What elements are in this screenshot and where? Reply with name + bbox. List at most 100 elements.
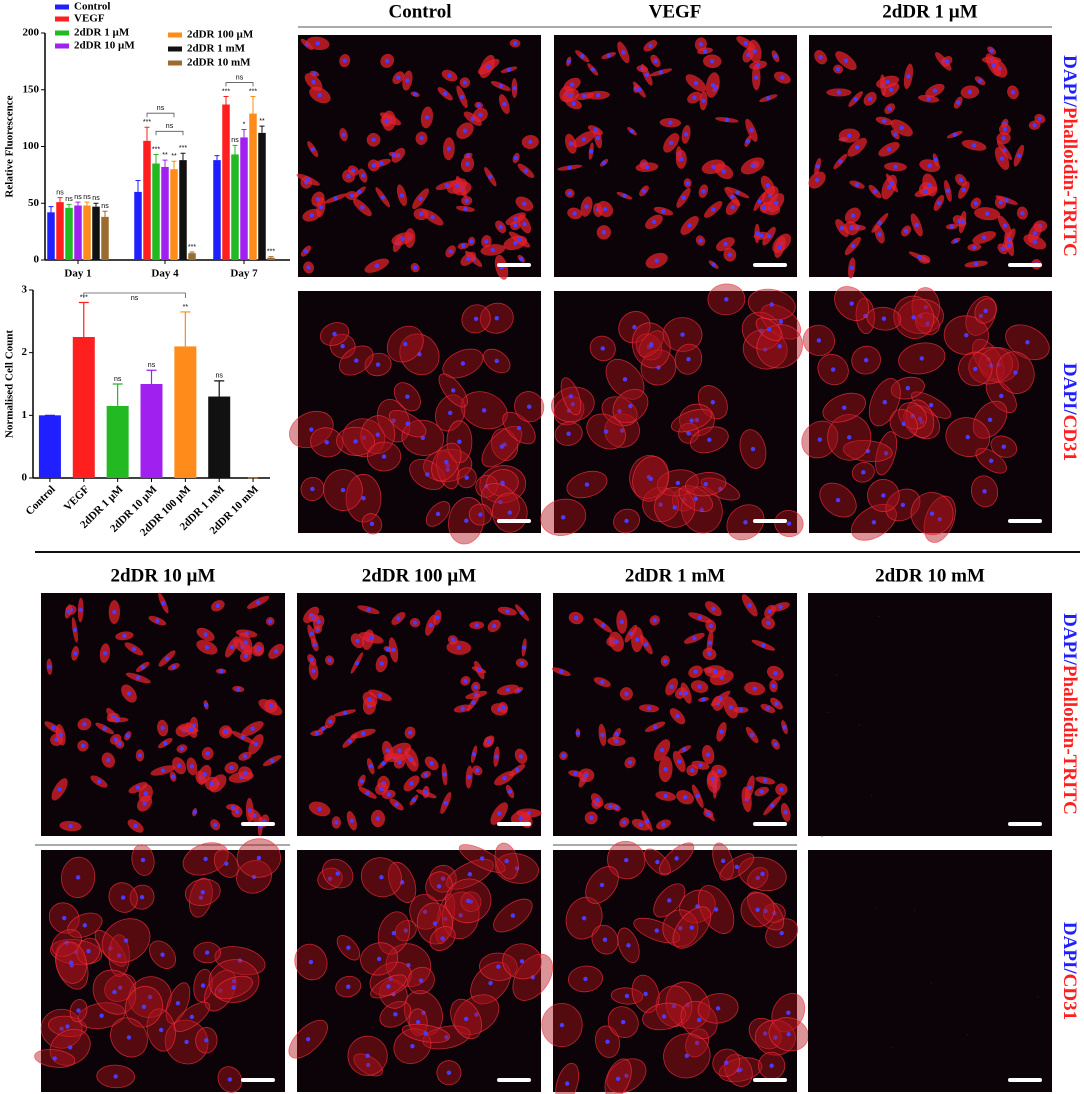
nucleus xyxy=(305,177,311,182)
nucleus xyxy=(773,1035,778,1040)
nucleus xyxy=(342,58,347,63)
micrograph xyxy=(551,593,797,836)
nucleus xyxy=(1037,116,1043,121)
nucleus xyxy=(850,213,856,218)
nucleus xyxy=(836,90,842,95)
nucleus xyxy=(958,177,964,183)
bar xyxy=(170,169,178,260)
nucleus xyxy=(626,943,631,948)
nucleus xyxy=(734,864,740,870)
nucleus xyxy=(369,521,375,527)
nucleus xyxy=(341,132,346,137)
nucleus xyxy=(663,793,668,799)
nucleus xyxy=(499,444,505,449)
nucleus xyxy=(135,785,141,790)
nucleus xyxy=(179,746,185,751)
nucleus xyxy=(519,610,525,615)
nucleus xyxy=(231,978,237,984)
nucleus xyxy=(702,48,708,54)
nucleus xyxy=(685,180,690,186)
nucleus xyxy=(475,768,480,773)
nucleus xyxy=(602,206,608,212)
nucleus xyxy=(96,779,102,784)
speck xyxy=(870,794,873,797)
nucleus xyxy=(984,211,990,216)
nucleus xyxy=(481,408,487,413)
nucleus xyxy=(391,152,397,157)
nucleus xyxy=(58,732,63,738)
nucleus xyxy=(445,467,450,472)
nucleus xyxy=(513,155,519,161)
nucleus xyxy=(605,1039,610,1044)
nucleus xyxy=(706,811,711,816)
nucleus xyxy=(619,619,625,625)
nucleus xyxy=(412,620,418,625)
y-tick-label: 1 xyxy=(22,409,28,421)
nucleus xyxy=(839,225,845,231)
nucleus xyxy=(759,789,764,794)
nucleus xyxy=(474,1012,479,1017)
column-header: 2dDR 100 µM xyxy=(362,565,476,586)
legend-swatch xyxy=(55,4,69,10)
nucleus xyxy=(689,418,694,423)
nucleus xyxy=(57,787,62,792)
nucleus xyxy=(365,1062,371,1068)
stain-part: DAPI/ xyxy=(1059,363,1080,415)
nucleus xyxy=(432,921,438,926)
nucleus xyxy=(782,724,787,730)
nucleus xyxy=(474,622,479,628)
nucleus xyxy=(236,686,241,692)
nucleus xyxy=(752,686,757,691)
nucleus xyxy=(778,604,783,610)
nucleus xyxy=(502,101,507,107)
nucleus xyxy=(710,82,715,88)
nucleus xyxy=(408,756,413,762)
nucleus xyxy=(652,618,657,623)
nucleus xyxy=(765,706,771,711)
nucleus xyxy=(561,753,566,758)
nucleus xyxy=(436,884,442,889)
significance: ns xyxy=(114,376,122,383)
nucleus xyxy=(769,1063,774,1068)
nucleus xyxy=(707,640,713,646)
micrograph xyxy=(288,842,554,1092)
micrograph xyxy=(801,286,1052,543)
legend-label: Control xyxy=(74,1,110,13)
nucleus xyxy=(332,331,337,337)
nucleus xyxy=(716,768,722,774)
nucleus xyxy=(927,182,932,188)
nucleus xyxy=(964,333,969,338)
legend-swatch xyxy=(55,43,69,49)
nucleus xyxy=(724,297,729,302)
nucleus xyxy=(619,428,625,433)
nucleus xyxy=(991,62,996,68)
nucleus xyxy=(750,163,755,169)
bar xyxy=(174,346,197,478)
nucleus xyxy=(360,731,366,736)
nucleus xyxy=(424,115,430,120)
nucleus xyxy=(928,402,934,408)
nucleus xyxy=(133,823,138,829)
y-tick-label: 0 xyxy=(34,254,40,266)
nucleus xyxy=(863,357,869,363)
nucleus xyxy=(708,623,713,629)
nucleus xyxy=(933,157,939,163)
nucleus xyxy=(566,59,571,64)
nucleus xyxy=(711,207,716,212)
nucleus xyxy=(903,228,909,234)
nucleus xyxy=(653,58,658,64)
nucleus xyxy=(745,139,751,144)
nucleus xyxy=(686,431,691,436)
nucleus xyxy=(230,804,235,810)
nucleus xyxy=(477,667,482,673)
nucleus xyxy=(367,697,373,702)
nucleus xyxy=(460,361,466,366)
nucleus xyxy=(68,823,73,829)
nucleus xyxy=(447,73,452,78)
nucleus xyxy=(707,437,712,443)
significance: ns xyxy=(92,195,100,202)
nucleus xyxy=(683,132,689,137)
nucleus xyxy=(203,632,208,637)
nucleus xyxy=(522,221,527,227)
nucleus xyxy=(451,388,456,393)
